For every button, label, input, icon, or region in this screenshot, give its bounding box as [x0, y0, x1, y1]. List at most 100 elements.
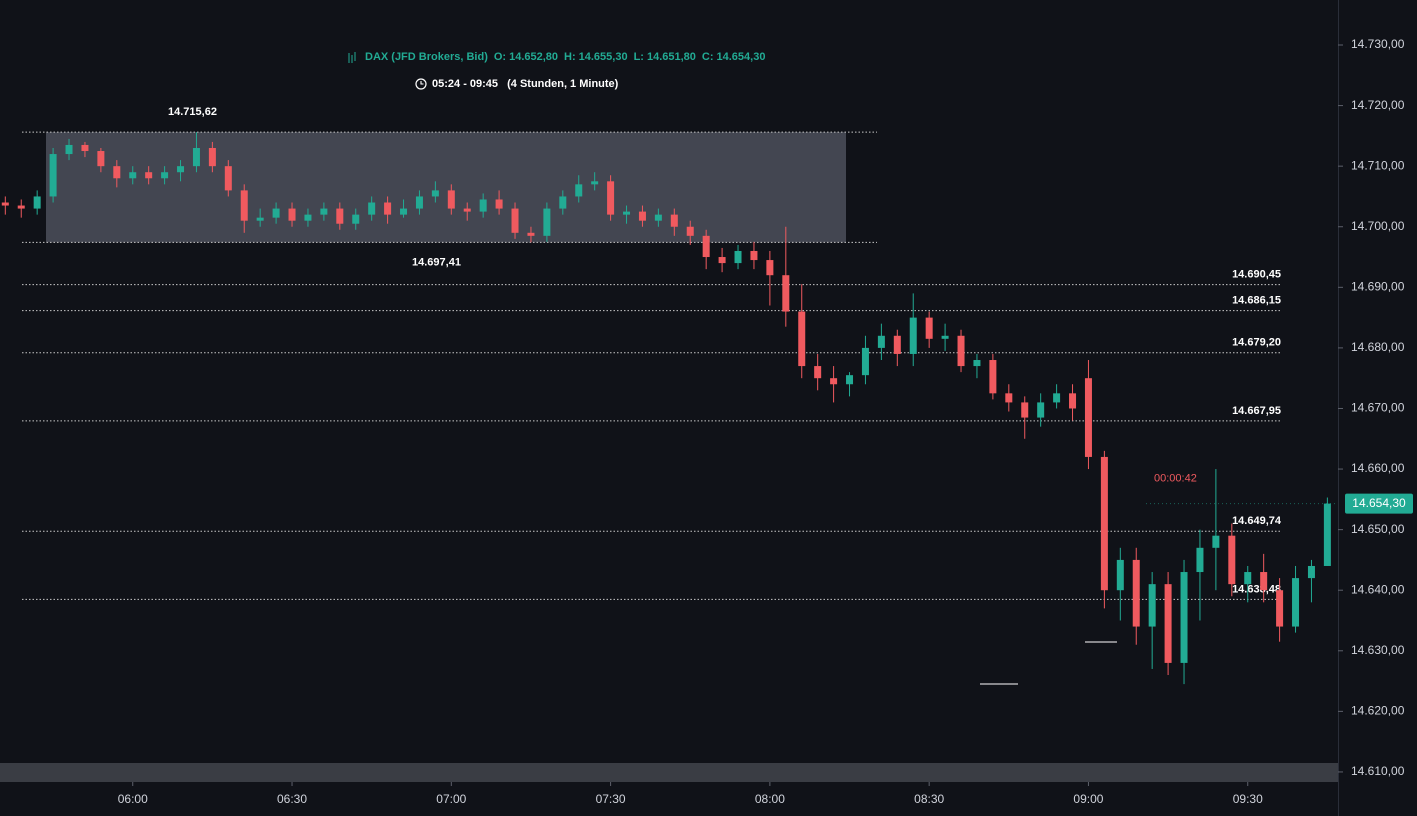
candle-body: [575, 184, 583, 197]
y-tick-label: 14.620,00: [1351, 704, 1405, 718]
candle-body: [750, 250, 758, 261]
last-price-badge: [1345, 493, 1413, 514]
candle-body: [782, 275, 790, 312]
candle-body: [240, 190, 248, 221]
candle-body: [1164, 584, 1172, 663]
candle-body: [336, 208, 344, 224]
y-tick-label: 14.720,00: [1351, 98, 1405, 112]
range-line: 05:24 - 09:45 (4 Stunden, 1 Minute): [432, 78, 619, 90]
candle-body: [208, 147, 216, 167]
ohlc-key: C:: [702, 51, 714, 63]
x-tick-label: 06:00: [118, 792, 148, 806]
candle-body: [973, 360, 981, 367]
ohlc-value: 14.654,30: [717, 51, 766, 63]
candle-body: [1307, 565, 1315, 579]
candle-body: [33, 196, 41, 209]
ohlc-value: 14.651,80: [647, 51, 696, 63]
level-label: 14.667,95: [1232, 405, 1281, 417]
candle-body: [607, 181, 615, 215]
candle-body: [766, 260, 774, 276]
candle-body: [447, 190, 455, 209]
candle-body: [957, 335, 965, 367]
legend-line: DAX (JFD Brokers, Bid) O: 14.652,80 H: 14.65…: [365, 51, 765, 63]
candle-body: [304, 214, 312, 221]
candle-body: [224, 166, 232, 191]
candle-body: [1260, 572, 1268, 591]
candle-body: [272, 208, 280, 218]
x-tick-label: 09:00: [1073, 792, 1103, 806]
candle-body: [352, 214, 360, 224]
candle-body: [1180, 572, 1188, 663]
candle-body: [1021, 402, 1029, 418]
candle-body: [623, 211, 631, 215]
candle-body: [909, 317, 917, 354]
y-tick-label: 14.650,00: [1351, 522, 1405, 536]
candle-body: [145, 172, 153, 179]
candle-body: [113, 166, 121, 179]
candle-body: [941, 335, 949, 339]
candle-body: [702, 235, 710, 258]
candle-body: [400, 208, 408, 215]
candle-body: [989, 360, 997, 394]
candle-body: [798, 311, 806, 367]
y-tick-label: 14.690,00: [1351, 279, 1405, 293]
candle-body: [559, 196, 567, 209]
candle-body: [861, 347, 869, 376]
x-tick-label: 07:00: [436, 792, 466, 806]
interval: (4 Stunden, 1 Minute): [507, 78, 619, 90]
level-label: 14.686,15: [1232, 295, 1281, 307]
candle-body: [1196, 547, 1204, 573]
candle-body: [463, 208, 471, 212]
level-label: 14.690,45: [1232, 269, 1281, 281]
candle-body: [846, 375, 854, 385]
x-tick-label: 08:00: [755, 792, 785, 806]
candle-body: [1116, 559, 1124, 591]
candle-body: [1323, 503, 1331, 566]
candle-body: [877, 335, 885, 348]
ohlc-key: O:: [494, 51, 506, 63]
candle-body: [591, 181, 599, 185]
candle-body: [1084, 378, 1092, 457]
clock-hands: [420, 81, 424, 85]
candle-body: [17, 205, 25, 209]
candle-body: [479, 199, 487, 212]
symbol-icon: [348, 52, 356, 63]
candle-body: [734, 250, 742, 264]
candle-body: [129, 172, 137, 179]
candle-body: [654, 214, 662, 221]
time-scale-band: [0, 763, 1338, 782]
clock-icon: [415, 78, 427, 90]
candle-body: [192, 147, 200, 167]
candle-body: [1053, 393, 1061, 403]
candle-body: [1276, 590, 1284, 627]
candle-body: [320, 208, 328, 215]
candle-body: [1100, 456, 1108, 591]
candle-body: [527, 232, 535, 236]
candle-body: [670, 214, 678, 227]
candle-body: [1148, 584, 1156, 627]
candle-body: [543, 208, 551, 236]
candle-body: [177, 166, 185, 173]
candle-body: [686, 226, 694, 236]
candle-body: [49, 154, 57, 197]
candle-body: [81, 144, 89, 152]
zone: [46, 132, 846, 243]
ohlc-value: 14.652,80: [509, 51, 558, 63]
x-tick-label: 09:30: [1233, 792, 1263, 806]
candle-body: [1292, 578, 1300, 627]
y-tick-label: 14.680,00: [1351, 340, 1405, 354]
candle-body: [830, 378, 838, 385]
candle-body: [893, 335, 901, 354]
x-tick-label: 07:30: [596, 792, 626, 806]
candle-body: [814, 366, 822, 379]
candle-body: [431, 190, 439, 197]
candle-body: [718, 257, 726, 264]
y-tick-label: 14.710,00: [1351, 158, 1405, 172]
y-tick-label: 14.610,00: [1351, 764, 1405, 778]
candle-body: [97, 151, 105, 167]
candle-body: [1037, 402, 1045, 418]
range: 05:24 - 09:45: [432, 78, 498, 90]
y-tick-label: 14.730,00: [1351, 37, 1405, 51]
